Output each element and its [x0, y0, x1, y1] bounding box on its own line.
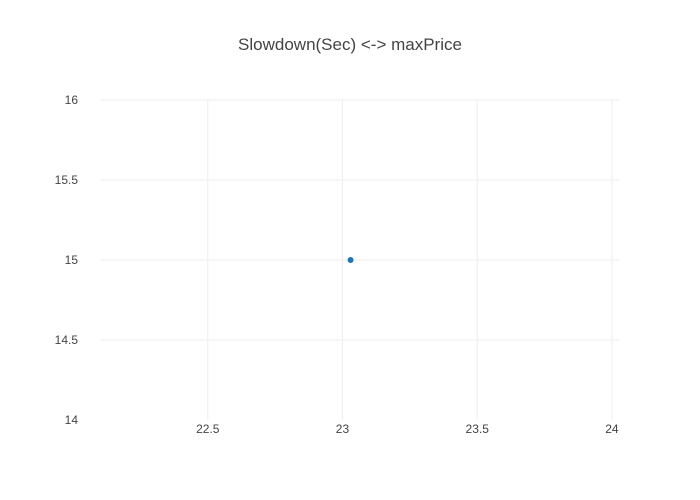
chart-title: Slowdown(Sec) <-> maxPrice — [238, 35, 462, 54]
y-tick-label: 14 — [65, 413, 79, 427]
data-point[interactable] — [347, 257, 354, 263]
data-points — [347, 257, 354, 263]
y-tick-label: 14.5 — [55, 333, 79, 347]
y-tick-label: 16 — [65, 93, 79, 107]
x-tick-label: 23.5 — [466, 422, 490, 436]
x-tick-label: 24 — [605, 422, 619, 436]
grid-lines — [100, 99, 620, 420]
x-tick-label: 23 — [336, 422, 350, 436]
y-tick-label: 15.5 — [55, 173, 79, 187]
axis-tick-labels: 22.5 23 23.5 24 14 14.5 15 15.5 16 — [55, 93, 619, 436]
y-tick-label: 15 — [65, 253, 79, 267]
x-tick-label: 22.5 — [196, 422, 220, 436]
